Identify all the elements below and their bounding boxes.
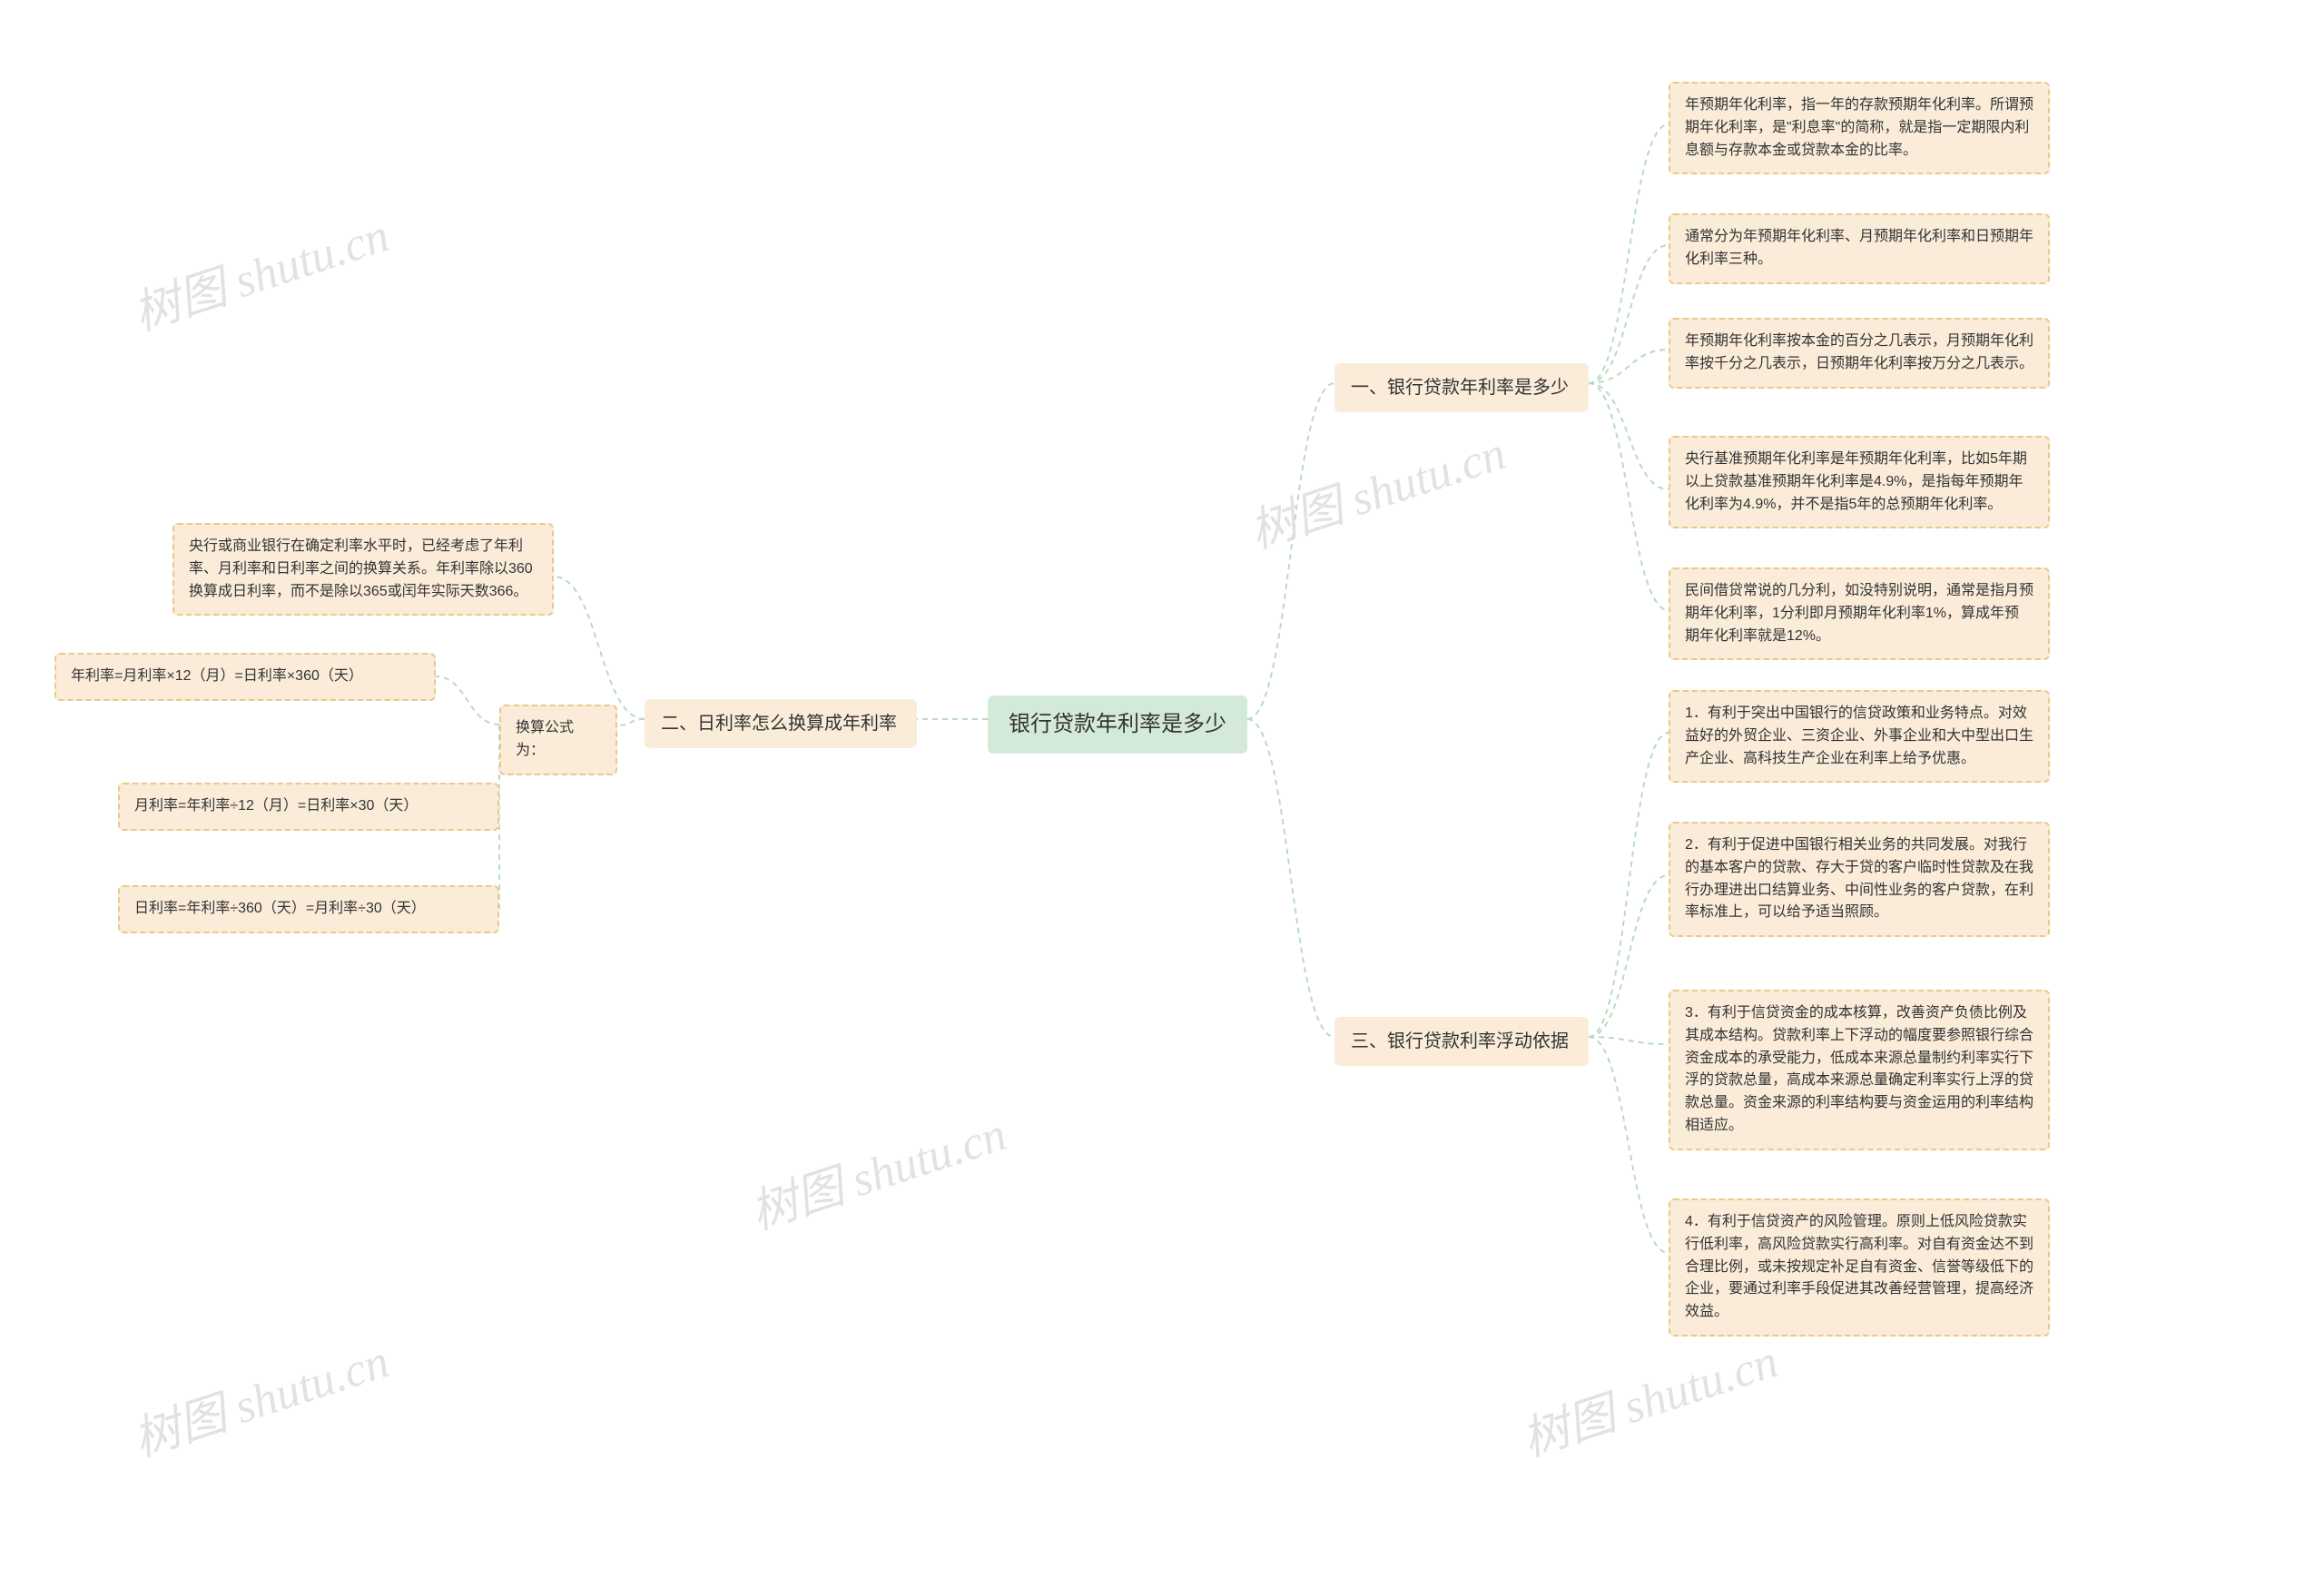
watermark: 树图 shutu.cn bbox=[1512, 1323, 1786, 1469]
watermark: 树图 shutu.cn bbox=[1240, 415, 1513, 561]
watermark: 树图 shutu.cn bbox=[741, 1096, 1014, 1242]
leaf-node: 换算公式为： bbox=[499, 705, 617, 775]
branch-node: 一、银行贷款年利率是多少 bbox=[1334, 363, 1589, 412]
watermark: 树图 shutu.cn bbox=[123, 1323, 397, 1469]
leaf-node: 年利率=月利率×12（月）=日利率×360（天） bbox=[54, 653, 436, 701]
branch-node: 二、日利率怎么换算成年利率 bbox=[645, 699, 917, 748]
leaf-node: 2．有利于促进中国银行相关业务的共同发展。对我行的基本客户的贷款、存大于贷的客户… bbox=[1669, 822, 2050, 937]
leaf-node: 年预期年化利率按本金的百分之几表示，月预期年化利率按千分之几表示，日预期年化利率… bbox=[1669, 318, 2050, 389]
watermark: 树图 shutu.cn bbox=[123, 197, 397, 343]
leaf-node: 央行或商业银行在确定利率水平时，已经考虑了年利率、月利率和日利率之间的换算关系。… bbox=[172, 523, 554, 616]
leaf-node: 3．有利于信贷资金的成本核算，改善资产负债比例及其成本结构。贷款利率上下浮动的幅… bbox=[1669, 990, 2050, 1150]
leaf-node: 日利率=年利率÷360（天）=月利率÷30（天） bbox=[118, 885, 499, 933]
leaf-node: 1．有利于突出中国银行的信贷政策和业务特点。对效益好的外贸企业、三资企业、外事企… bbox=[1669, 690, 2050, 783]
leaf-node: 通常分为年预期年化利率、月预期年化利率和日预期年化利率三种。 bbox=[1669, 213, 2050, 284]
leaf-node: 央行基准预期年化利率是年预期年化利率，比如5年期以上贷款基准预期年化利率是4.9… bbox=[1669, 436, 2050, 528]
root-node: 银行贷款年利率是多少 bbox=[988, 695, 1247, 754]
leaf-node: 4．有利于信贷资产的风险管理。原则上低风险贷款实行低利率，高风险贷款实行高利率。… bbox=[1669, 1198, 2050, 1336]
leaf-node: 民间借贷常说的几分利，如没特别说明，通常是指月预期年化利率，1分利即月预期年化利… bbox=[1669, 567, 2050, 660]
branch-node: 三、银行贷款利率浮动依据 bbox=[1334, 1017, 1589, 1066]
leaf-node: 年预期年化利率，指一年的存款预期年化利率。所谓预期年化利率，是"利息率"的简称，… bbox=[1669, 82, 2050, 174]
leaf-node: 月利率=年利率÷12（月）=日利率×30（天） bbox=[118, 783, 499, 831]
